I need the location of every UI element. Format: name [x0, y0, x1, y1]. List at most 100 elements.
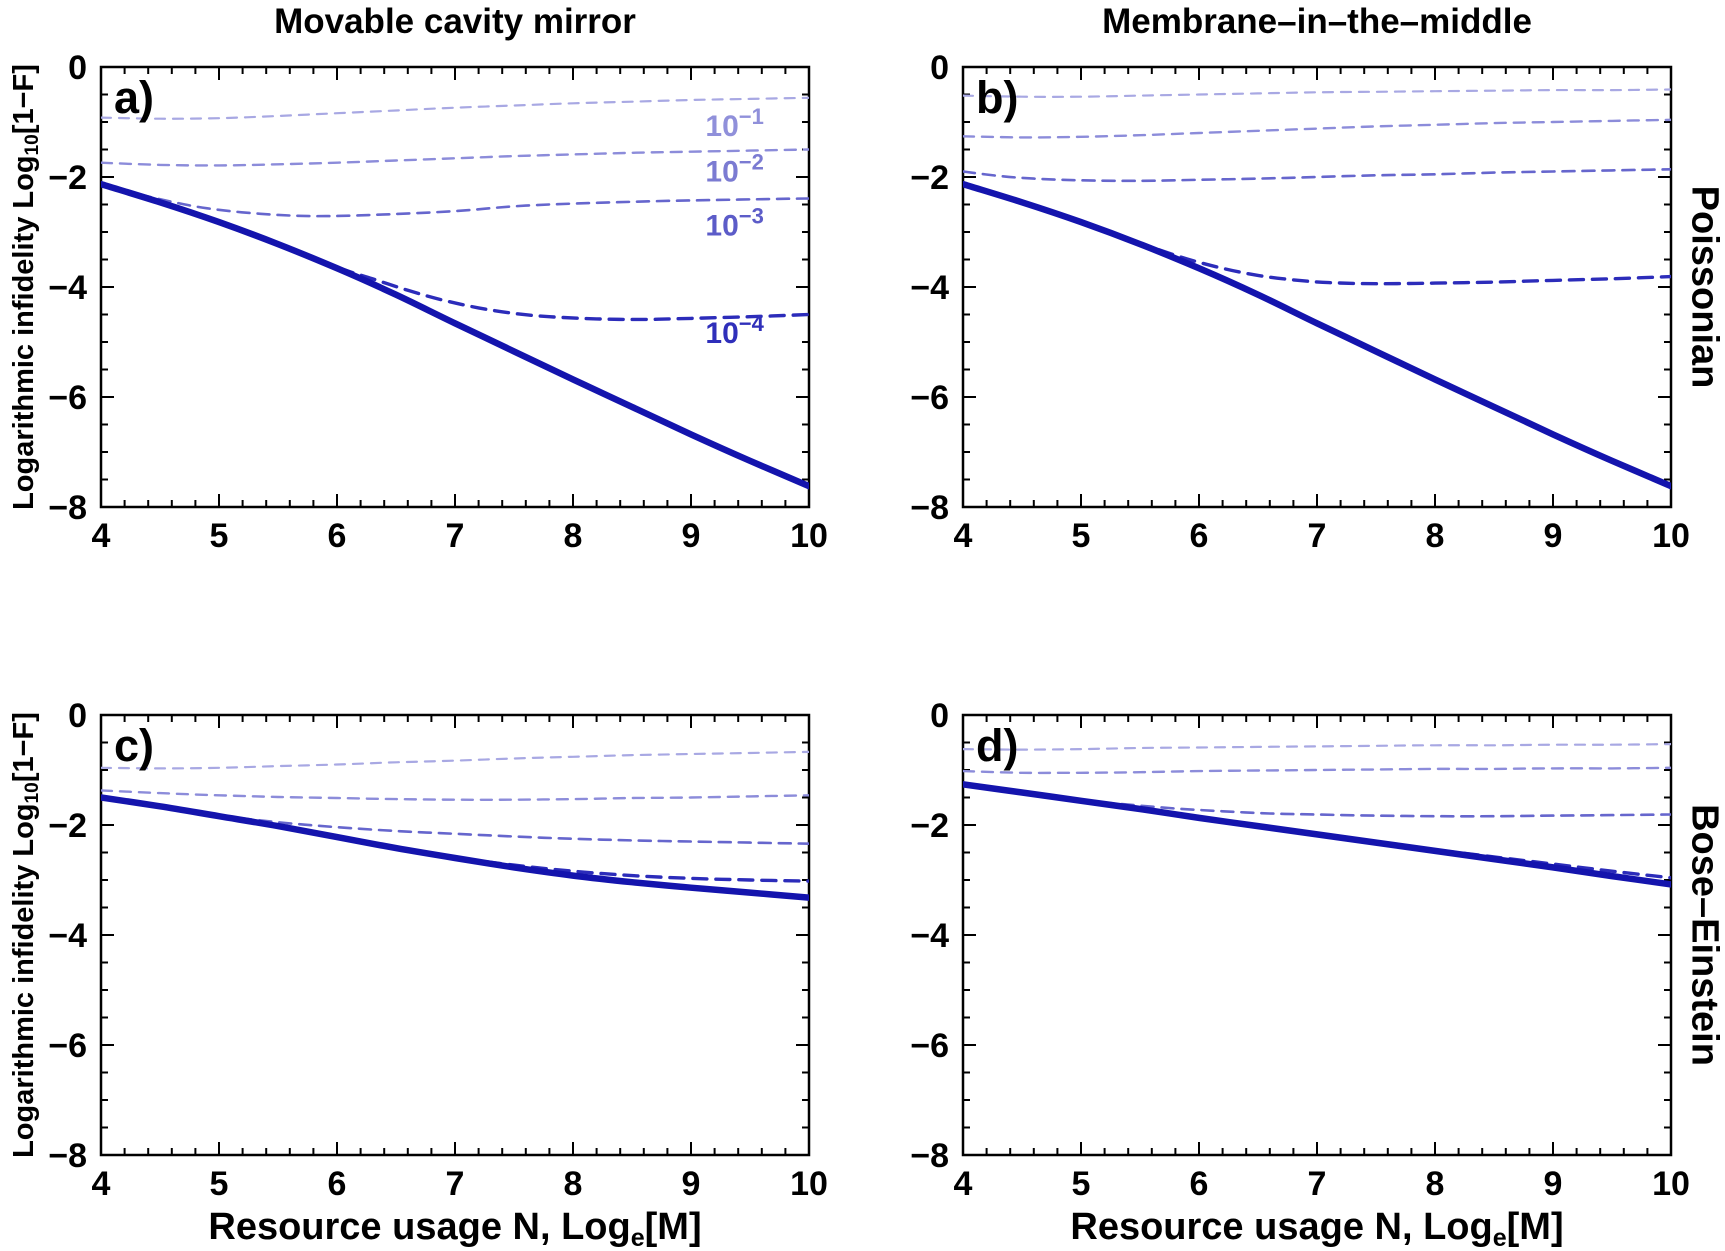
x-tick-label: 7	[1308, 517, 1327, 555]
curves	[963, 743, 1671, 888]
x-axis-title-subscript: e	[1492, 1224, 1507, 1251]
x-tick-label: 6	[1190, 1165, 1209, 1203]
y-axis-label-top-row: Logarithmic infidelity Log10[1−F]	[8, 64, 44, 510]
y-tick-label: −2	[910, 807, 949, 845]
contour-label: 10−3	[705, 203, 763, 242]
y-axis-label-bracket: [1−F]	[7, 712, 40, 783]
x-tick-label: 5	[210, 517, 229, 555]
plot-frame	[99, 65, 811, 509]
curves	[101, 96, 809, 490]
y-tick-label: −6	[48, 379, 87, 417]
x-axis-title-right: Resource usage N, Loge[M]	[963, 1206, 1671, 1251]
y-tick-label: −8	[910, 489, 949, 527]
x-tick-label: 8	[1426, 517, 1445, 555]
y-tick-label: −4	[48, 269, 87, 307]
y-tick-label: −2	[910, 159, 949, 197]
y-tick-label: −4	[48, 917, 87, 955]
contour-label-base: 10	[705, 317, 738, 350]
contour-label: 10−2	[705, 149, 763, 188]
y-axis-label-bracket: [1−F]	[7, 64, 40, 135]
contour-label: 10−4	[705, 311, 764, 350]
x-tick-label: 9	[1544, 517, 1563, 555]
curve-optimal-solid	[101, 180, 809, 490]
contour-label-exponent: −2	[739, 149, 764, 174]
row-label-bose-einstein: Bose–Einstein	[1683, 804, 1725, 1066]
x-tick-label: 10	[1652, 517, 1690, 555]
y-tick-label: 0	[68, 697, 87, 735]
column-title-movable-cavity-mirror: Movable cavity mirror	[274, 2, 636, 41]
y-tick-label: −6	[910, 1027, 949, 1065]
curve-dephasing-1e-2	[963, 766, 1671, 775]
y-tick-label: 0	[68, 49, 87, 87]
curve-dephasing-1e-4	[101, 795, 809, 883]
panel-c: 4 5 6 7 8 9 10 0 −2 −4 −6 −8	[48, 697, 828, 1203]
panel-letter-a: a)	[114, 72, 155, 123]
panel-letter-d: d)	[976, 720, 1019, 771]
plot-frame	[99, 713, 811, 1157]
curve-dephasing-1e-2	[101, 789, 809, 801]
x-tick-label: 5	[1072, 517, 1091, 555]
tick-labels: 4 5 6 7 8 9 10 0 −2 −4 −6 −8	[48, 49, 828, 555]
y-tick-label: −2	[48, 159, 87, 197]
contour-label-base: 10	[705, 155, 738, 188]
curve-dephasing-1e-3	[963, 168, 1671, 183]
row-label-poissonian: Poissonian	[1683, 185, 1725, 389]
x-tick-label: 7	[446, 517, 465, 555]
column-title-membrane-in-the-middle: Membrane–in–the–middle	[1102, 2, 1532, 41]
y-tick-label: −8	[48, 489, 87, 527]
panel-letter-b: b)	[976, 72, 1019, 123]
x-axis-title-subscript: e	[630, 1224, 645, 1251]
x-axis-title-bracket: [M]	[644, 1206, 702, 1248]
x-tick-label: 9	[1544, 1165, 1563, 1203]
contour-label-exponent: −1	[739, 104, 764, 129]
x-axis-title-text: Resource usage N, Log	[1070, 1206, 1493, 1248]
y-tick-label: −4	[910, 269, 949, 307]
x-tick-label: 9	[682, 517, 701, 555]
curve-optimal-solid	[101, 794, 809, 901]
x-tick-label: 10	[790, 517, 828, 555]
y-axis-label-subscript: 10	[22, 134, 44, 156]
y-axis-label-text: Logarithmic infidelity Log	[7, 803, 40, 1158]
y-axis-label-subscript: 10	[22, 782, 44, 804]
y-tick-label: −8	[910, 1137, 949, 1175]
x-tick-label: 5	[210, 1165, 229, 1203]
x-tick-label: 9	[682, 1165, 701, 1203]
x-tick-label: 8	[564, 1165, 583, 1203]
x-tick-label: 6	[328, 517, 347, 555]
curve-dephasing-1e-2	[963, 118, 1671, 139]
y-axis-label-text: Logarithmic infidelity Log	[7, 155, 40, 510]
curve-optimal-solid	[963, 180, 1671, 490]
panel-letter-c: c)	[114, 720, 155, 771]
curve-dephasing-1e-1	[101, 96, 809, 120]
curve-dephasing-1e-2	[101, 148, 809, 167]
y-tick-label: 0	[930, 697, 949, 735]
contour-label-base: 10	[705, 110, 738, 143]
y-tick-label: −6	[48, 1027, 87, 1065]
contour-label-exponent: −4	[739, 311, 765, 336]
contour-label-exponent: −3	[739, 203, 764, 228]
y-tick-label: 0	[930, 49, 949, 87]
tick-labels: 4 5 6 7 8 9 10 0 −2 −4 −6 −8	[48, 697, 828, 1203]
x-tick-label: 6	[328, 1165, 347, 1203]
x-tick-label: 8	[1426, 1165, 1445, 1203]
panel-a: 4 5 6 7 8 9 100−2−4−6−810−110−210−310−4	[48, 49, 828, 555]
contour-label: 10−1	[705, 104, 763, 143]
curve-dephasing-1e-3	[101, 796, 809, 845]
x-tick-label: 10	[1652, 1165, 1690, 1203]
panel-b: 4 5 6 7 8 9 10 0 −2 −4 −6 −8	[910, 49, 1690, 555]
x-tick-label: 4	[954, 517, 973, 555]
y-tick-label: −8	[48, 1137, 87, 1175]
y-tick-label: −6	[910, 379, 949, 417]
curve-dephasing-1e-1	[963, 743, 1671, 751]
x-axis-title-left: Resource usage N, Loge[M]	[101, 1206, 809, 1251]
x-tick-label: 8	[564, 517, 583, 555]
x-axis-title-bracket: [M]	[1506, 1206, 1564, 1248]
x-axis-title-text: Resource usage N, Log	[208, 1206, 631, 1248]
x-tick-label: 5	[1072, 1165, 1091, 1203]
x-tick-label: 4	[92, 517, 111, 555]
y-axis-label-bottom-row: Logarithmic infidelity Log10[1−F]	[8, 712, 44, 1158]
curves	[963, 88, 1671, 490]
plot-frame	[961, 713, 1673, 1157]
